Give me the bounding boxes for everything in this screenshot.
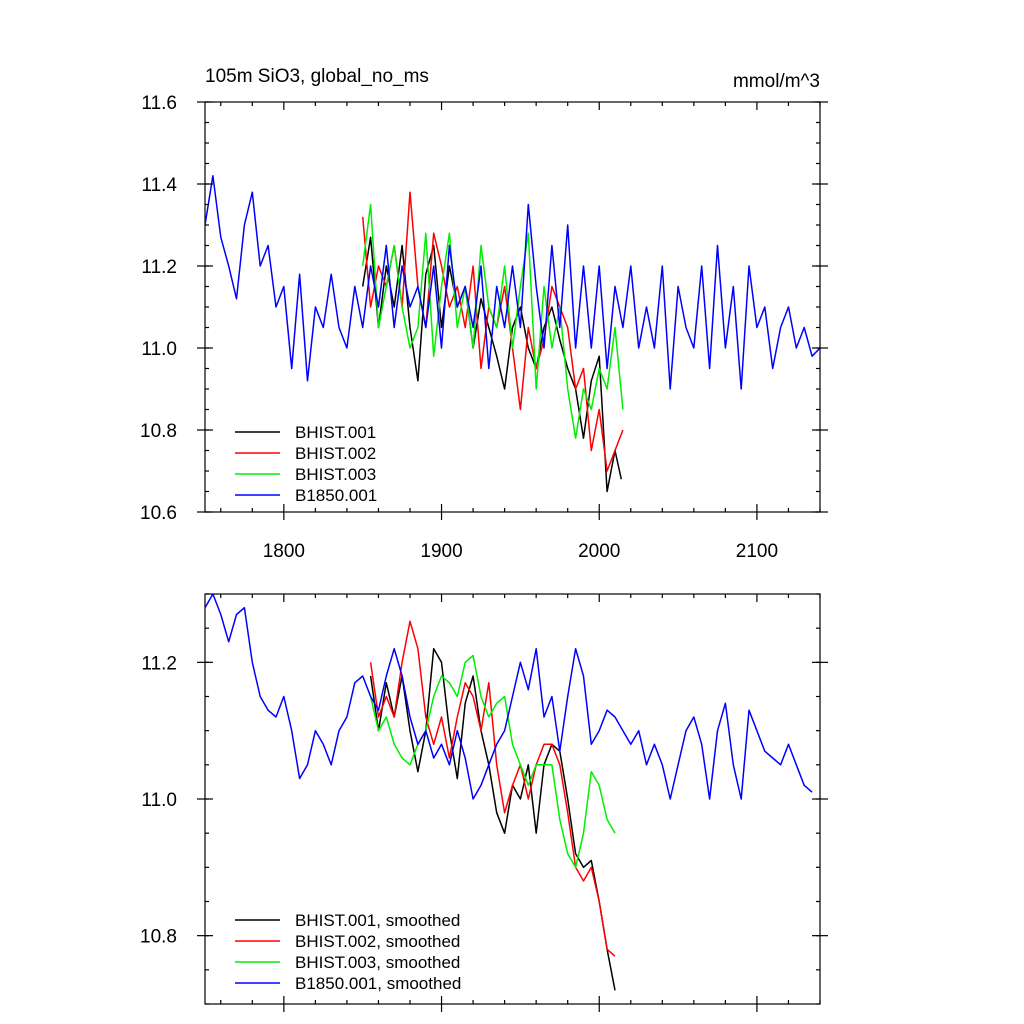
bottom-series-group <box>205 594 813 991</box>
top-y-tick-label: 10.8 <box>140 421 177 442</box>
bottom-y-tick-label: 10.8 <box>140 927 177 948</box>
bottom-y-tick-label: 11.0 <box>141 790 177 811</box>
top-x-tick-label: 2000 <box>578 541 620 562</box>
top-chart-title: 105m SiO3, global_no_ms <box>205 66 429 87</box>
bottom-legend-label: BHIST.003, smoothed <box>295 953 460 972</box>
top-y-tick-label: 11.6 <box>141 93 177 114</box>
top-chart-units: mmol/m^3 <box>733 71 820 92</box>
bottom-legend: BHIST.001, smoothed BHIST.002, smoothed BH… <box>235 911 461 993</box>
top-y-tick-label: 11.4 <box>141 175 177 196</box>
top-x-tick-label: 1900 <box>420 541 462 562</box>
top-series-line-3 <box>361 203 624 439</box>
bottom-series-line-2 <box>369 620 616 957</box>
top-legend-label: BHIST.002 <box>295 444 376 463</box>
top-ticks-group: 1800 1900 2000 2100 10.6 10.8 11.0 11.2 11.4 11.6 <box>140 93 828 562</box>
bottom-legend-label: B1850.001, smoothed <box>295 974 461 993</box>
bottom-series-line-4 <box>205 594 813 800</box>
top-legend: BHIST.001 BHIST.002 BHIST.003 B1850.001 <box>235 423 377 505</box>
bottom-chart: 10.811.011.2 BHIST.001, smoothedBHIST.00… <box>140 593 828 1012</box>
top-x-tick-label: 2100 <box>736 541 778 562</box>
top-y-tick-label: 11.2 <box>141 257 177 278</box>
top-legend-label: B1850.001 <box>295 486 377 505</box>
bottom-ticks-group: 10.8 11.0 11.2 <box>140 593 828 1012</box>
bottom-series-line-3 <box>369 654 616 869</box>
bottom-legend-label: BHIST.002, smoothed <box>295 932 460 951</box>
top-chart: 1800 1900 2000 2100 10.6 10.8 11.0 11.2 11.4 11.6… <box>140 66 828 562</box>
top-series-line-4 <box>205 175 820 390</box>
top-y-tick-label: 11.0 <box>141 339 177 360</box>
top-series-group <box>205 175 820 493</box>
top-legend-label: BHIST.001 <box>295 423 376 442</box>
bottom-y-tick-label: 11.2 <box>141 653 177 674</box>
top-y-tick-label: 10.6 <box>140 503 177 524</box>
top-x-tick-label: 1800 <box>263 541 305 562</box>
bottom-series-line-1 <box>369 647 616 991</box>
top-legend-label: BHIST.003 <box>295 465 376 484</box>
bottom-legend-label: BHIST.001, smoothed <box>295 911 460 930</box>
